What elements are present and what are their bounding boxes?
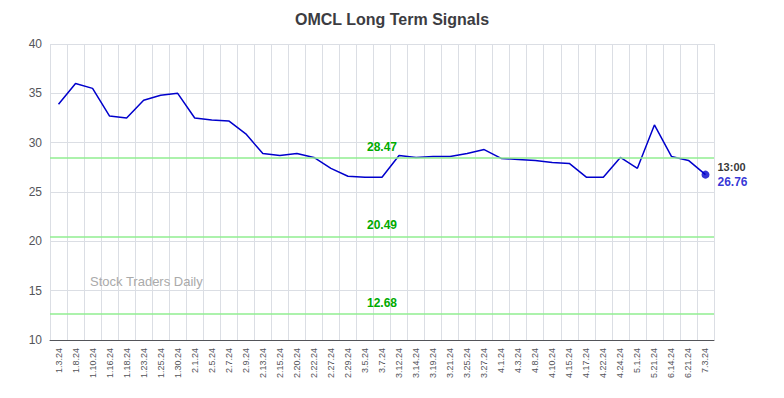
svg-text:3.5.24: 3.5.24	[360, 348, 370, 373]
svg-text:13:00: 13:00	[717, 161, 745, 173]
svg-text:6.14.24: 6.14.24	[666, 348, 676, 378]
svg-text:2.5.24: 2.5.24	[207, 348, 217, 373]
svg-text:5.21.24: 5.21.24	[649, 348, 659, 378]
svg-text:4.22.24: 4.22.24	[598, 348, 608, 378]
svg-text:35: 35	[29, 86, 43, 100]
svg-text:2.29.24: 2.29.24	[343, 348, 353, 378]
svg-text:3.25.24: 3.25.24	[462, 348, 472, 378]
svg-text:26.76: 26.76	[717, 175, 747, 189]
svg-text:40: 40	[29, 37, 43, 51]
svg-text:3.14.24: 3.14.24	[411, 348, 421, 378]
svg-text:20: 20	[29, 234, 43, 248]
svg-text:15: 15	[29, 284, 43, 298]
svg-text:1.25.24: 1.25.24	[156, 348, 166, 378]
svg-text:OMCL Long Term Signals: OMCL Long Term Signals	[295, 11, 489, 28]
svg-text:2.15.24: 2.15.24	[275, 348, 285, 378]
svg-text:3.27.24: 3.27.24	[479, 348, 489, 378]
svg-text:6.21.24: 6.21.24	[683, 348, 693, 378]
svg-text:20.49: 20.49	[367, 218, 397, 232]
svg-text:4.24.24: 4.24.24	[615, 348, 625, 378]
svg-text:2.22.24: 2.22.24	[309, 348, 319, 378]
svg-text:1.23.24: 1.23.24	[139, 348, 149, 378]
svg-text:2.9.24: 2.9.24	[241, 348, 251, 373]
svg-text:10: 10	[29, 333, 43, 347]
svg-text:4.10.24: 4.10.24	[547, 348, 557, 378]
svg-text:25: 25	[29, 185, 43, 199]
svg-text:1.3.24: 1.3.24	[54, 348, 64, 373]
svg-text:1.16.24: 1.16.24	[105, 348, 115, 378]
svg-text:3.12.24: 3.12.24	[394, 348, 404, 378]
svg-text:1.10.24: 1.10.24	[88, 348, 98, 378]
svg-text:4.17.24: 4.17.24	[581, 348, 591, 378]
svg-text:5.1.24: 5.1.24	[632, 348, 642, 373]
svg-text:3.21.24: 3.21.24	[445, 348, 455, 378]
svg-text:3.19.24: 3.19.24	[428, 348, 438, 378]
svg-text:1.30.24: 1.30.24	[173, 348, 183, 378]
svg-text:2.27.24: 2.27.24	[326, 348, 336, 378]
svg-text:4.15.24: 4.15.24	[564, 348, 574, 378]
svg-text:28.47: 28.47	[367, 140, 397, 154]
svg-text:Stock Traders Daily: Stock Traders Daily	[90, 274, 203, 289]
svg-text:4.8.24: 4.8.24	[530, 348, 540, 373]
svg-text:2.1.24: 2.1.24	[190, 348, 200, 373]
svg-text:7.3.24: 7.3.24	[700, 348, 710, 373]
svg-text:4.3.24: 4.3.24	[513, 348, 523, 373]
svg-text:2.13.24: 2.13.24	[258, 348, 268, 378]
svg-text:4.1.24: 4.1.24	[496, 348, 506, 373]
svg-text:2.7.24: 2.7.24	[224, 348, 234, 373]
svg-text:2.20.24: 2.20.24	[292, 348, 302, 378]
svg-text:1.8.24: 1.8.24	[71, 348, 81, 373]
svg-text:3.7.24: 3.7.24	[377, 348, 387, 373]
svg-text:1.18.24: 1.18.24	[122, 348, 132, 378]
svg-text:30: 30	[29, 136, 43, 150]
svg-text:12.68: 12.68	[367, 296, 397, 310]
